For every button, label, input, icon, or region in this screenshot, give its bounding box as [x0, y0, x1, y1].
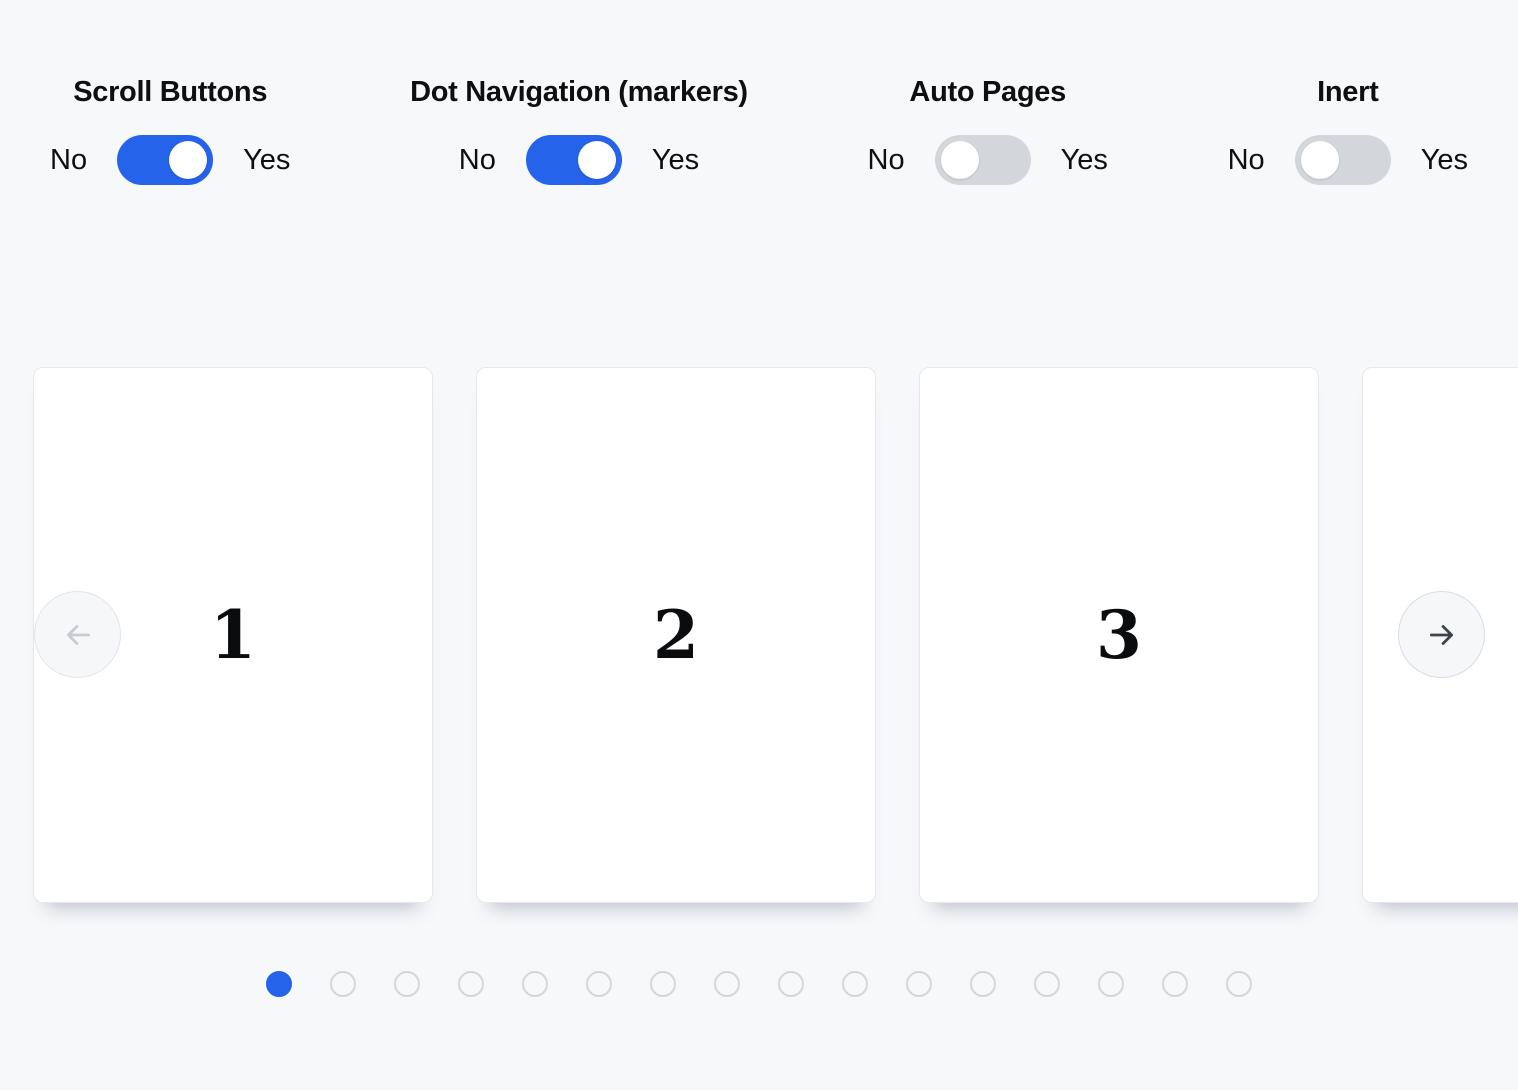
dot-marker[interactable] [522, 971, 548, 997]
slide-card: 3 [919, 367, 1319, 903]
dot-marker[interactable] [1098, 971, 1124, 997]
dot-marker[interactable] [330, 971, 356, 997]
dot-marker[interactable] [394, 971, 420, 997]
toggle-row-scroll-buttons: No Yes [50, 135, 290, 185]
dot-marker[interactable] [458, 971, 484, 997]
toggle-row-inert: No Yes [1228, 135, 1468, 185]
control-title-dot-navigation: Dot Navigation (markers) [410, 76, 748, 108]
toggle-yes-label: Yes [651, 143, 700, 176]
toggle-no-label: No [458, 143, 496, 176]
dot-marker[interactable] [842, 971, 868, 997]
toggle-no-label: No [1227, 143, 1265, 176]
slide-number: 2 [653, 596, 699, 674]
dot-marker[interactable] [650, 971, 676, 997]
arrow-left-icon [62, 619, 94, 651]
slide-number: 3 [1096, 596, 1142, 674]
dot-navigation-toggle[interactable] [525, 135, 622, 185]
dot-marker[interactable] [714, 971, 740, 997]
inert-toggle[interactable] [1294, 135, 1391, 185]
control-group-dot-navigation: Dot Navigation (markers) No Yes [410, 76, 748, 185]
auto-pages-toggle[interactable] [934, 135, 1031, 185]
toggle-row-dot-navigation: No Yes [459, 135, 699, 185]
toggle-yes-label: Yes [1060, 143, 1108, 176]
arrow-right-icon [1426, 619, 1458, 651]
control-title-scroll-buttons: Scroll Buttons [73, 76, 268, 108]
dot-navigation [0, 971, 1518, 997]
toggle-yes-label: Yes [1420, 143, 1468, 176]
dot-marker[interactable] [1226, 971, 1252, 997]
toggle-no-label: No [50, 143, 88, 176]
dot-marker[interactable] [970, 971, 996, 997]
control-group-auto-pages: Auto Pages No Yes [868, 76, 1108, 185]
toggle-no-label: No [867, 143, 905, 176]
carousel-scroller[interactable]: 1 2 3 [0, 367, 1518, 927]
toggle-yes-label: Yes [243, 143, 291, 176]
toggle-knob [1300, 141, 1339, 179]
dot-marker-active[interactable] [266, 971, 292, 997]
carousel-next-button[interactable] [1398, 591, 1485, 678]
scroll-buttons-toggle[interactable] [117, 135, 214, 185]
toggle-knob [577, 141, 616, 179]
dot-marker[interactable] [1162, 971, 1188, 997]
control-title-auto-pages: Auto Pages [909, 76, 1066, 108]
dot-marker[interactable] [586, 971, 612, 997]
control-group-inert: Inert No Yes [1228, 76, 1468, 185]
dot-marker[interactable] [1034, 971, 1060, 997]
carousel-prev-button[interactable] [34, 591, 121, 678]
control-group-scroll-buttons: Scroll Buttons No Yes [50, 76, 290, 185]
slide-number: 1 [210, 596, 256, 674]
toggle-knob [940, 141, 979, 179]
dot-marker[interactable] [906, 971, 932, 997]
controls-bar: Scroll Buttons No Yes Dot Navigation (ma… [50, 76, 1468, 185]
toggle-knob [169, 141, 208, 179]
slide-card: 2 [476, 367, 876, 903]
control-title-inert: Inert [1317, 76, 1379, 108]
dot-marker[interactable] [778, 971, 804, 997]
toggle-row-auto-pages: No Yes [868, 135, 1108, 185]
